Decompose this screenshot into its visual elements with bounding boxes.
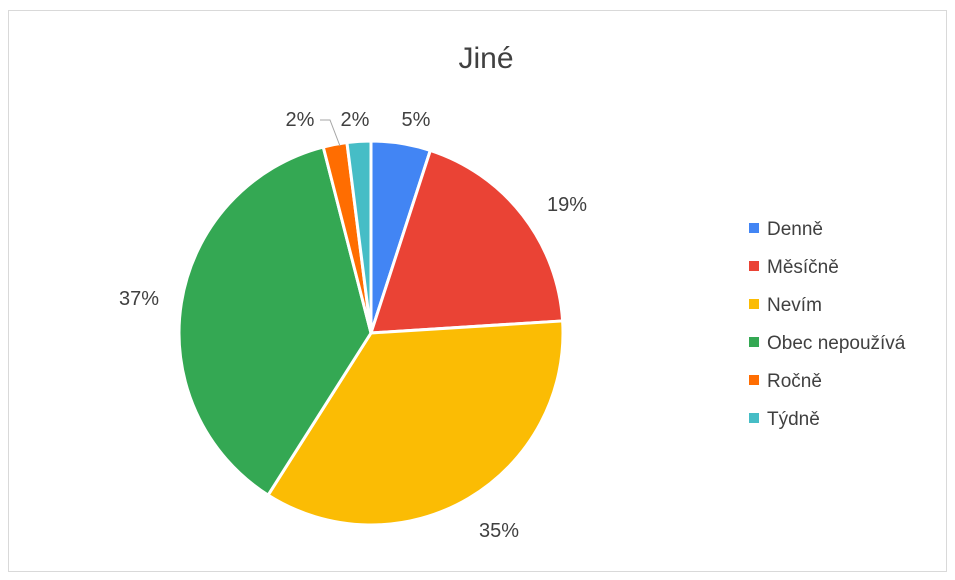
slice-labels: 5% 19% 35% 37% 2% 2% [119, 109, 587, 542]
legend-label-3: Nevím [767, 295, 822, 316]
pie-slices [177, 139, 565, 527]
slice-label-1: 5% [402, 109, 431, 131]
legend: Denně Měsíčně Nevím Obec nepoužívá Ročně Týdn… [749, 219, 906, 430]
legend-swatch-5 [749, 375, 759, 385]
legend-swatch-1 [749, 223, 759, 233]
leader-lines [320, 119, 341, 147]
legend-label-2: Měsíčně [767, 257, 839, 278]
pie-slice-4 [177, 145, 373, 497]
chart-title: Jiné [458, 42, 513, 75]
pie-slice-6 [345, 139, 373, 335]
slice-label-3: 35% [479, 520, 519, 542]
legend-swatch-6 [749, 413, 759, 423]
legend-label-5: Ročně [767, 371, 822, 392]
slice-label-6: 2% [341, 109, 370, 131]
pie-slice-3 [266, 319, 565, 527]
legend-label-6: Týdně [767, 409, 820, 430]
slice-label-5: 2% [286, 109, 315, 131]
legend-label-4: Obec nepoužívá [767, 333, 906, 354]
legend-swatch-4 [749, 337, 759, 347]
slice-label-4: 37% [119, 288, 159, 310]
legend-swatch-3 [749, 299, 759, 309]
legend-swatch-2 [749, 261, 759, 271]
leader-line-rocne [320, 119, 341, 147]
legend-label-1: Denně [767, 219, 823, 240]
slice-label-2: 19% [547, 194, 587, 216]
pie-slice-2 [369, 148, 565, 335]
